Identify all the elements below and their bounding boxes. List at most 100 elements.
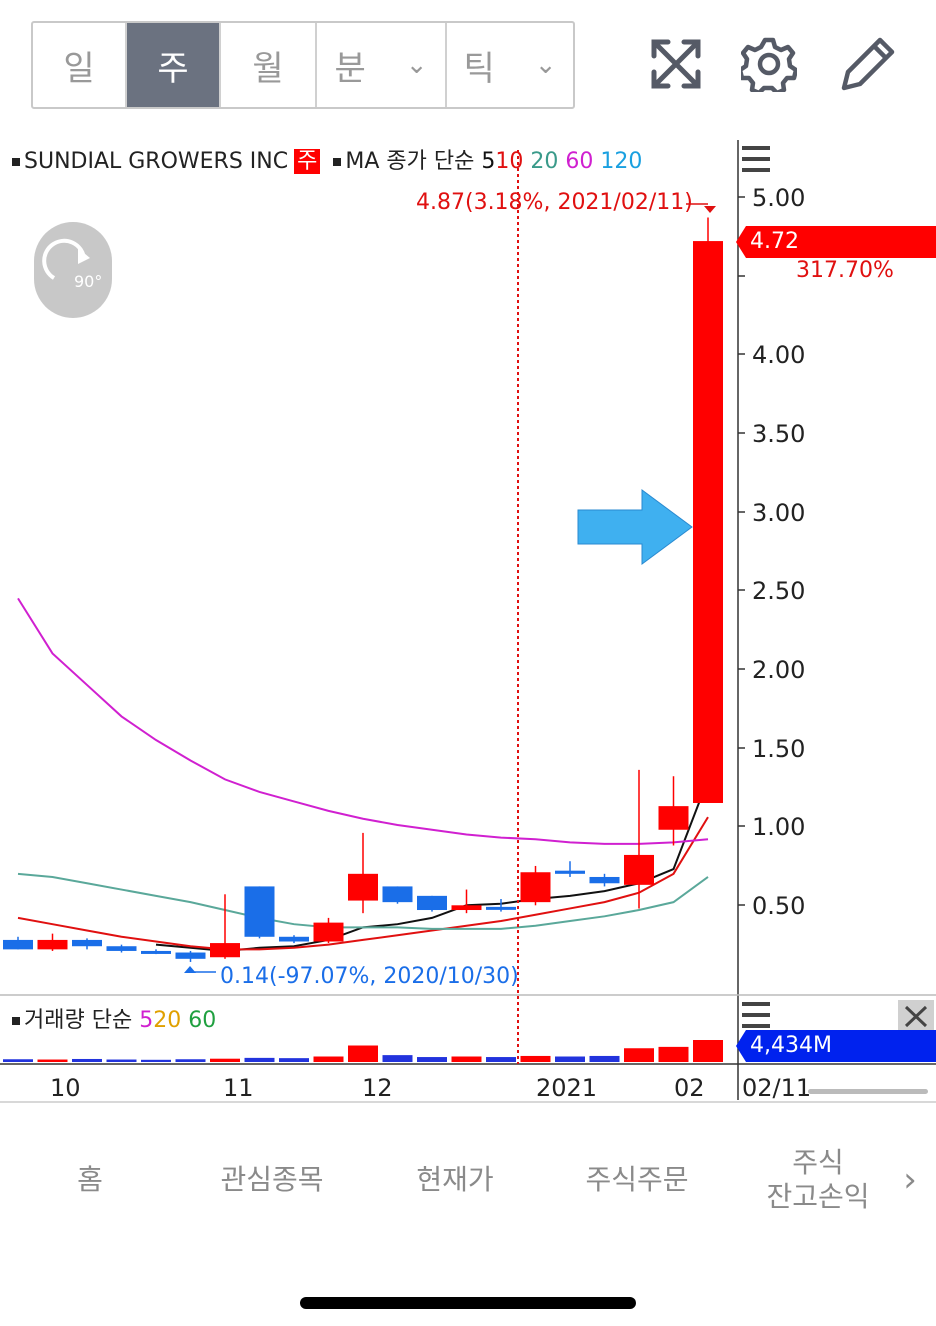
volume-bar: [451, 1056, 482, 1062]
price-chart[interactable]: [0, 0, 936, 1110]
volume-bar: [520, 1055, 551, 1062]
x-tick: 02: [674, 1074, 705, 1102]
tab-week-label: 주: [157, 48, 189, 89]
chevron-right-icon[interactable]: ›: [903, 1160, 917, 1200]
volume-bar: [244, 1057, 275, 1062]
candle[interactable]: [244, 886, 275, 937]
candle[interactable]: [106, 946, 137, 951]
candle[interactable]: [3, 939, 33, 950]
nav-home[interactable]: 홈: [30, 1120, 150, 1240]
pencil-icon[interactable]: [840, 36, 896, 92]
tab-tick[interactable]: 틱 ⌄: [447, 23, 573, 107]
ma-label: MA 종가 단순: [345, 149, 475, 174]
scrollbar[interactable]: [808, 1089, 928, 1094]
gear-icon[interactable]: [741, 36, 797, 92]
tab-week[interactable]: 주: [127, 23, 221, 107]
volume-menu-icon[interactable]: [742, 1002, 770, 1028]
volume-bar: [382, 1055, 413, 1062]
candle[interactable]: [451, 905, 482, 911]
legend-square: [12, 158, 20, 166]
ma-20-label: 20: [530, 149, 559, 174]
ma-20-line: [17, 872, 709, 930]
y-tick: 3.50: [752, 420, 806, 448]
high-annotation: 4.87(3.18%, 2021/02/11): [416, 190, 693, 215]
tab-month[interactable]: 월: [221, 23, 317, 107]
volume-bar: [589, 1055, 620, 1062]
y-tick: 5.00: [752, 184, 806, 212]
volume-bar: [279, 1058, 309, 1062]
volume-bar: [555, 1056, 585, 1062]
candle[interactable]: [417, 895, 447, 911]
volume-bar: [486, 1057, 516, 1062]
nav-watchlist-label: 관심종목: [220, 1163, 324, 1196]
nav-home-label: 홈: [77, 1163, 103, 1196]
candle[interactable]: [37, 939, 68, 950]
home-indicator: [300, 1297, 636, 1309]
volume-bar: [693, 1040, 723, 1062]
cursor-date: 02/11: [742, 1074, 812, 1102]
y-tick: 0.50: [752, 892, 806, 920]
ma-5-label: 5: [481, 149, 496, 174]
candle[interactable]: [693, 241, 723, 803]
x-tick: 12: [362, 1074, 393, 1102]
legend-square: [12, 1017, 20, 1025]
candle[interactable]: [555, 870, 585, 874]
candle[interactable]: [279, 936, 309, 942]
low-annotation: 0.14(-97.07%, 2020/10/30): [220, 964, 519, 989]
candle[interactable]: [589, 876, 620, 884]
nav-current-price[interactable]: 현재가: [390, 1120, 520, 1240]
volume-bar: [210, 1058, 240, 1062]
y-tick: 2.00: [752, 656, 806, 684]
arrow-right-icon: [577, 489, 693, 565]
vol-ma-20-label: 20: [153, 1008, 182, 1033]
x-tick: 10: [50, 1074, 81, 1102]
candle[interactable]: [313, 922, 344, 942]
y-tick: 2.50: [752, 577, 806, 605]
y-tick: 1.50: [752, 735, 806, 763]
candle[interactable]: [624, 854, 654, 885]
nav-watchlist[interactable]: 관심종목: [200, 1120, 344, 1240]
volume-label: 거래량 단순: [24, 1008, 133, 1033]
volume-bar: [175, 1059, 206, 1062]
volume-bar: [624, 1048, 654, 1062]
chevron-down-icon: ⌄: [534, 50, 557, 80]
nav-order[interactable]: 주식주문: [570, 1120, 704, 1240]
rotate-button[interactable]: 90°: [34, 222, 112, 318]
candle[interactable]: [486, 906, 516, 910]
tab-month-label: 월: [252, 48, 284, 89]
candle[interactable]: [175, 952, 206, 959]
candle[interactable]: [382, 886, 413, 903]
ma-10-line: [17, 816, 709, 951]
volume-bar: [417, 1057, 447, 1062]
candle[interactable]: [141, 950, 171, 954]
tab-minute-label: 분: [334, 48, 366, 89]
legend-square: [333, 158, 342, 166]
menu-icon[interactable]: [742, 146, 770, 172]
nav-balance[interactable]: 주식 잔고손익: [752, 1120, 884, 1240]
candle[interactable]: [658, 806, 689, 830]
x-tick: 2021: [536, 1074, 598, 1102]
rotate-label: 90°: [74, 272, 103, 291]
y-tick: 3.00: [752, 499, 806, 527]
nav-order-label: 주식주문: [585, 1163, 689, 1196]
high-marker: [704, 206, 716, 213]
tab-day[interactable]: 일: [33, 23, 127, 107]
chart-legend: SUNDIAL GROWERS INC 주 MA 종가 단순 510 20 60 …: [12, 143, 642, 175]
vol-ma-60-label: 60: [188, 1008, 217, 1033]
candle[interactable]: [520, 872, 551, 903]
y-tick-marks: [738, 196, 745, 906]
y-tick: 4.00: [752, 341, 806, 369]
x-tick: 11: [223, 1074, 254, 1102]
close-icon[interactable]: [898, 1000, 934, 1032]
volume-bar: [313, 1056, 344, 1062]
expand-icon[interactable]: [648, 36, 704, 92]
volume-bar: [658, 1046, 689, 1062]
nav-balance-label: 주식 잔고손익: [766, 1146, 870, 1213]
candle[interactable]: [348, 873, 378, 901]
volume-bar: [72, 1058, 102, 1062]
tab-minute[interactable]: 분 ⌄: [317, 23, 447, 107]
chevron-down-icon: ⌄: [405, 50, 428, 80]
volume-bar: [141, 1059, 171, 1062]
candle[interactable]: [210, 943, 240, 958]
candle[interactable]: [72, 939, 102, 947]
